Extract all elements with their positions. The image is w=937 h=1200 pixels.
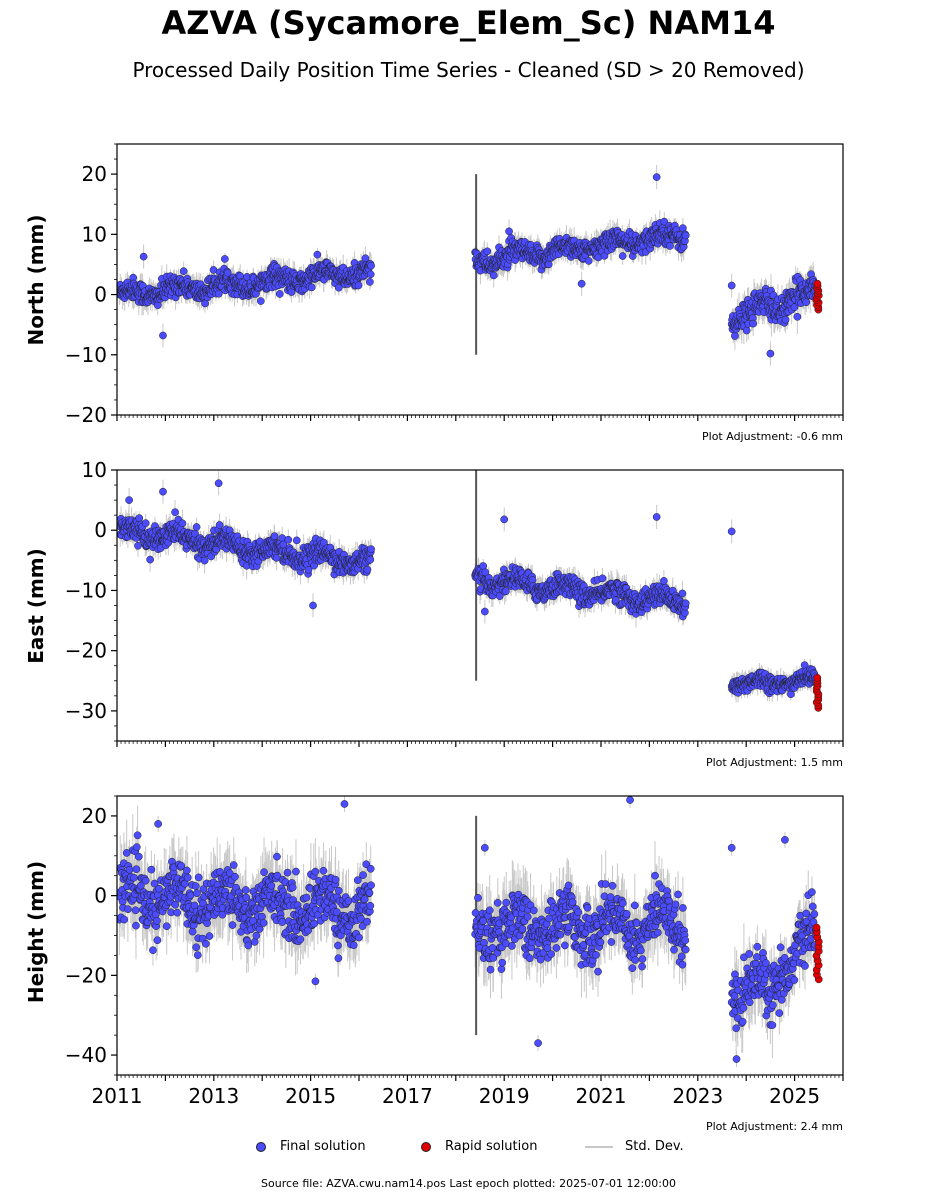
final-point — [141, 519, 150, 527]
final-point — [366, 278, 374, 286]
final-point — [221, 255, 229, 263]
final-point — [483, 247, 492, 256]
y-tick-label: 10 — [82, 222, 107, 246]
outlier-point — [577, 279, 586, 288]
final-point — [135, 514, 144, 522]
outlier-point — [505, 227, 513, 236]
final-point — [749, 319, 758, 328]
y-tick-label: 20 — [82, 162, 107, 186]
final-point — [223, 268, 232, 277]
final-point — [275, 290, 284, 298]
outlier-point — [727, 281, 736, 290]
y-tick-label: 0 — [94, 283, 107, 307]
outlier-point — [766, 349, 775, 358]
y-tick-label: −20 — [65, 403, 107, 427]
final-point — [618, 252, 627, 260]
final-point — [178, 519, 187, 528]
final-point — [366, 555, 375, 564]
plot-adjustment-note: Plot Adjustment: -0.6 mm — [702, 430, 843, 443]
final-point — [354, 281, 363, 290]
final-point — [270, 532, 279, 540]
final-point — [367, 545, 375, 553]
chart-subtitle: Processed Daily Position Time Series - C… — [132, 58, 805, 82]
final-point — [304, 565, 313, 574]
final-point — [307, 283, 316, 292]
final-point — [681, 231, 690, 240]
final-point — [313, 250, 322, 259]
plot-area — [117, 470, 823, 712]
stddev-layer — [118, 470, 817, 703]
final-point — [584, 257, 593, 265]
final-point — [781, 315, 790, 324]
final-point — [367, 261, 375, 270]
final-point — [214, 289, 223, 298]
final-point — [215, 521, 224, 529]
final-point — [544, 260, 553, 269]
y-tick-label: −10 — [65, 343, 107, 367]
final-point — [256, 297, 265, 305]
final-point — [272, 553, 281, 562]
final-point — [731, 332, 739, 340]
final-point — [334, 283, 343, 292]
final-point — [200, 556, 209, 565]
final-point — [192, 523, 201, 531]
final-point — [284, 535, 293, 544]
final-point — [666, 242, 674, 250]
final-point — [489, 271, 498, 280]
final-point — [146, 555, 154, 564]
final-point — [292, 536, 301, 545]
outlier-point — [652, 173, 661, 181]
final-point — [366, 270, 375, 279]
final-point — [660, 217, 669, 226]
points-layer — [117, 173, 823, 358]
final-point — [179, 267, 188, 275]
panel-0: −20 −10 0 10 20 North (mm) Plot Adjustment: -0… — [24, 143, 844, 443]
final-point — [363, 565, 372, 574]
final-point — [790, 303, 799, 312]
final-point — [742, 326, 751, 335]
outlier-point — [139, 252, 148, 261]
outlier-point — [159, 331, 167, 340]
final-point — [793, 312, 802, 321]
y-axis-label: North (mm) — [24, 214, 48, 345]
final-point — [481, 568, 490, 577]
points-layer — [117, 479, 823, 712]
final-point — [134, 541, 142, 550]
final-point — [802, 298, 811, 307]
plot-area — [117, 165, 823, 366]
rapid-point — [813, 279, 822, 288]
chart-title: AZVA (Sycamore_Elem_Sc) NAM14 — [161, 4, 776, 42]
